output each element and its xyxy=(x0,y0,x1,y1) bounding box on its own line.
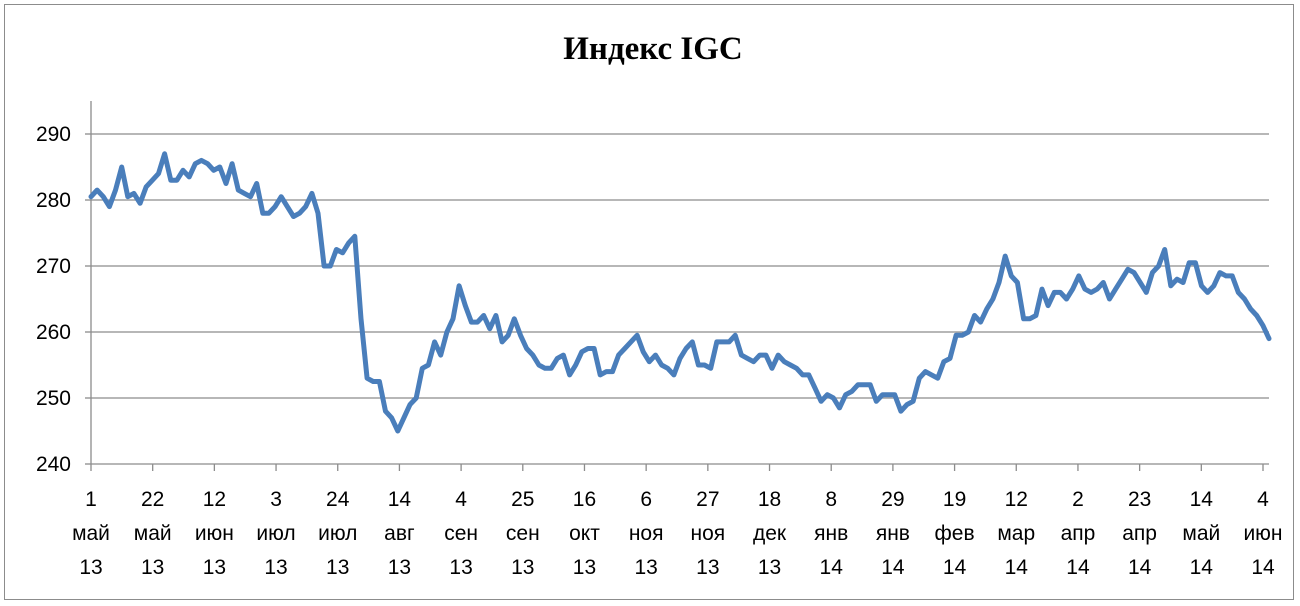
x-tick-label-line: 4 xyxy=(455,488,467,511)
x-tick-label-line: май xyxy=(1182,522,1220,545)
x-tick-label-line: 13 xyxy=(634,556,657,579)
x-tick-label-line: июн xyxy=(195,522,234,545)
x-tick-label: 16 окт 13 xyxy=(569,488,600,579)
x-tick-label-line: 8 xyxy=(825,488,837,511)
x-tick-label-line: янв xyxy=(814,522,848,545)
x-tick-label-line: 14 xyxy=(1190,556,1214,579)
y-tick-label: 250 xyxy=(36,387,71,410)
x-tick-label-line: 6 xyxy=(640,488,652,511)
x-tick-label-line: 13 xyxy=(696,556,719,579)
x-tick-label-line: 13 xyxy=(511,556,534,579)
x-tick-label: 29 янв 14 xyxy=(876,488,910,579)
x-tick-label: 19 фев 14 xyxy=(935,488,975,579)
x-tick-label-line: июл xyxy=(318,522,357,545)
x-tick-label-line: сен xyxy=(444,522,478,545)
chart-frame xyxy=(4,4,1294,600)
x-tick-label-line: 13 xyxy=(758,556,781,579)
x-tick-label: 23 апр 14 xyxy=(1122,488,1157,579)
gridlines xyxy=(91,133,1269,399)
x-tick-label: 4 июн 14 xyxy=(1243,488,1282,579)
y-axis: 240 250 260 270 280 290 xyxy=(36,101,92,476)
x-tick-label: 3 июл 13 xyxy=(256,488,295,579)
x-tick-label: 8 янв 14 xyxy=(814,488,848,579)
x-tick-label-line: мар xyxy=(997,522,1035,545)
y-tick-label: 240 xyxy=(36,453,71,476)
x-tick-label-line: 12 xyxy=(1005,488,1028,511)
x-tick-label: 27 ноя 13 xyxy=(691,488,726,579)
x-tick-label-line: 13 xyxy=(573,556,596,579)
y-tick-label: 280 xyxy=(36,189,71,212)
x-tick-label-line: 18 xyxy=(758,488,781,511)
x-tick-label-line: 14 xyxy=(1066,556,1090,579)
x-tick-label: 1 май 13 xyxy=(72,488,110,579)
y-tick-label: 290 xyxy=(36,123,71,146)
x-tick-label: 6 ноя 13 xyxy=(629,488,664,579)
x-tick-label-line: 14 xyxy=(1251,556,1275,579)
x-tick-label-line: 29 xyxy=(881,488,904,511)
x-tick-label: 14 май 14 xyxy=(1182,488,1220,579)
x-tick-label-line: ноя xyxy=(629,522,664,545)
x-tick-label: 2 апр 14 xyxy=(1061,488,1096,579)
x-tick-label-line: апр xyxy=(1122,522,1157,545)
x-tick-label-line: 13 xyxy=(264,556,287,579)
x-tick-label-line: 14 xyxy=(820,556,844,579)
x-tick-label-line: 14 xyxy=(1128,556,1152,579)
x-tick-label-line: 13 xyxy=(203,556,226,579)
series-group xyxy=(88,151,1272,434)
x-tick-label: 12 июн 13 xyxy=(195,488,234,579)
x-tick-label: 24 июл 13 xyxy=(318,488,357,579)
x-tick-label-line: янв xyxy=(876,522,910,545)
x-tick-label-line: 13 xyxy=(449,556,472,579)
x-tick-label-line: 13 xyxy=(326,556,349,579)
x-tick-label-line: дек xyxy=(753,522,787,545)
x-tick-label-line: 1 xyxy=(85,488,97,511)
x-tick-label-line: окт xyxy=(569,522,600,545)
x-tick-label-line: ноя xyxy=(691,522,726,545)
x-tick-label-line: 14 xyxy=(388,488,412,511)
x-tick-label-line: 22 xyxy=(141,488,164,511)
x-tick-label-line: 16 xyxy=(573,488,596,511)
x-tick-label-line: 24 xyxy=(326,488,350,511)
x-tick-label-line: 13 xyxy=(388,556,411,579)
x-tick-label: 22 май 13 xyxy=(134,488,172,579)
x-tick-label-line: 14 xyxy=(1005,556,1029,579)
series-line-0 xyxy=(88,151,1272,434)
x-tick-label-line: 14 xyxy=(1190,488,1214,511)
y-tick-label: 260 xyxy=(36,321,71,344)
x-tick-label-line: 12 xyxy=(203,488,226,511)
x-tick-label: 14 авг 13 xyxy=(384,488,415,579)
x-tick-label-line: авг xyxy=(384,522,415,545)
x-tick-label-line: 19 xyxy=(943,488,966,511)
x-tick-label: 25 сен 13 xyxy=(506,488,540,579)
x-tick-label: 12 мар 14 xyxy=(997,488,1035,579)
x-tick-label-line: июн xyxy=(1243,522,1282,545)
x-tick-label: 4 сен 13 xyxy=(444,488,478,579)
x-tick-label-line: июл xyxy=(256,522,295,545)
x-tick-label-line: сен xyxy=(506,522,540,545)
x-tick-label-line: 27 xyxy=(696,488,719,511)
x-tick-label-line: 13 xyxy=(141,556,164,579)
x-tick-label-line: 3 xyxy=(270,488,282,511)
x-tick-label-line: 25 xyxy=(511,488,534,511)
x-tick-label-line: фев xyxy=(935,522,975,545)
x-tick-label-line: 2 xyxy=(1072,488,1084,511)
x-tick-label-line: май xyxy=(134,522,172,545)
x-tick-label-line: 14 xyxy=(881,556,905,579)
x-tick-label-line: апр xyxy=(1061,522,1096,545)
y-tick-label: 270 xyxy=(36,255,71,278)
x-tick-label-line: 13 xyxy=(79,556,102,579)
x-tick-label-line: 14 xyxy=(943,556,967,579)
chart-title: Индекс IGC xyxy=(563,31,742,67)
x-tick-label: 18 дек 13 xyxy=(753,488,787,579)
x-tick-label-line: май xyxy=(72,522,110,545)
x-tick-label-line: 4 xyxy=(1257,488,1269,511)
x-tick-label-line: 23 xyxy=(1128,488,1151,511)
